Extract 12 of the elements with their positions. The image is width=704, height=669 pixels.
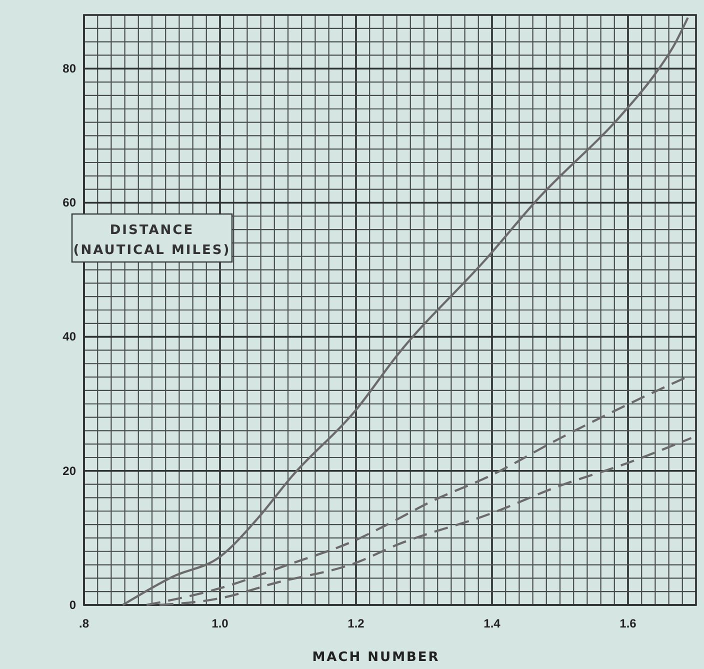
y-tick-label: 80 bbox=[62, 61, 76, 76]
y-tick-label: 20 bbox=[62, 464, 76, 478]
y-tick-label: 40 bbox=[62, 330, 76, 344]
x-tick-label: 1.4 bbox=[484, 616, 501, 631]
x-axis-title: MACH NUMBER bbox=[312, 650, 440, 665]
y-tick-label: 60 bbox=[62, 196, 76, 210]
x-tick-label: 1.0 bbox=[212, 616, 229, 631]
x-tick-label: 1.2 bbox=[348, 616, 365, 631]
x-tick-label: 1.6 bbox=[620, 616, 637, 631]
y-axis-title: DISTANCE (NAUTICAL MILES) bbox=[73, 223, 231, 258]
y-tick-label: 0 bbox=[69, 598, 76, 612]
x-tick-label: .8 bbox=[78, 616, 90, 631]
